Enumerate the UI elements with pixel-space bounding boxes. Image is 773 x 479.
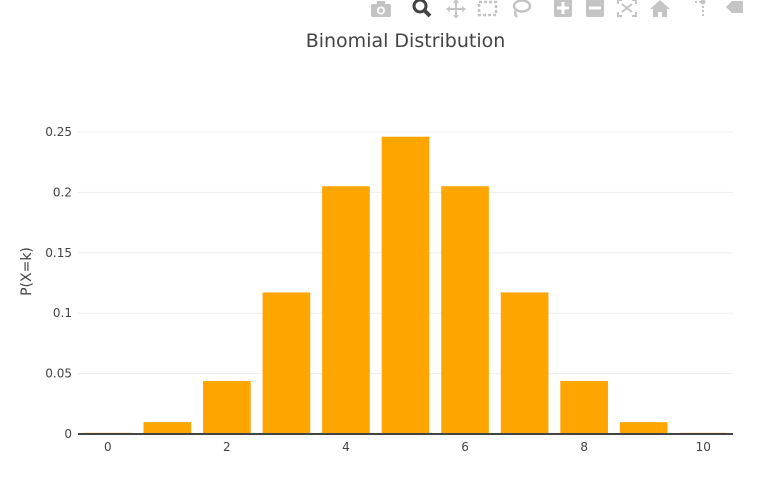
x-tick-label: 10 <box>696 440 711 454</box>
x-tick-label: 4 <box>342 440 350 454</box>
zoom-out-icon[interactable] <box>585 0 607 18</box>
bar-k-7[interactable] <box>500 292 549 434</box>
y-tick-label: 0.2 <box>53 185 72 199</box>
x-tick-label: 8 <box>580 440 588 454</box>
camera-icon[interactable] <box>370 0 392 18</box>
chart-title: Binomial Distribution <box>305 30 506 52</box>
y-tick-label: 0 <box>64 427 72 441</box>
bar-k-8[interactable] <box>560 380 608 434</box>
bar-k-3[interactable] <box>262 292 311 434</box>
spike-lines-icon[interactable] <box>692 0 714 18</box>
y-axis-title: P(X=k) <box>19 247 35 296</box>
pan-icon[interactable] <box>445 0 467 18</box>
reset-axes-icon[interactable] <box>649 0 671 18</box>
autoscale-icon[interactable] <box>616 0 638 18</box>
x-tick-label: 2 <box>223 440 231 454</box>
bar-k-1[interactable] <box>143 422 192 434</box>
modebar <box>363 0 773 20</box>
lasso-select-icon[interactable] <box>510 0 532 18</box>
x-tick-label: 6 <box>461 440 469 454</box>
y-tick-label: 0.1 <box>53 306 72 320</box>
hover-closest-icon[interactable] <box>722 0 744 18</box>
axis-layer: 0 0.05 0.1 0.15 0.2 0.25 0 2 4 6 8 10 <box>45 125 733 454</box>
bar-k-9[interactable] <box>619 422 668 434</box>
bar-k-5[interactable] <box>381 136 430 435</box>
y-tick-label: 0.25 <box>45 125 72 139</box>
bar-k-6[interactable] <box>441 186 489 434</box>
x-tick-label: 0 <box>104 440 112 454</box>
y-tick-label: 0.15 <box>45 246 72 260</box>
bar-k-4[interactable] <box>322 186 370 434</box>
bar-layer <box>83 136 728 435</box>
zoom-icon[interactable] <box>411 0 433 18</box>
zoom-in-icon[interactable] <box>553 0 575 18</box>
y-tick-label: 0.05 <box>45 367 72 381</box>
bar-k-2[interactable] <box>203 380 251 434</box>
